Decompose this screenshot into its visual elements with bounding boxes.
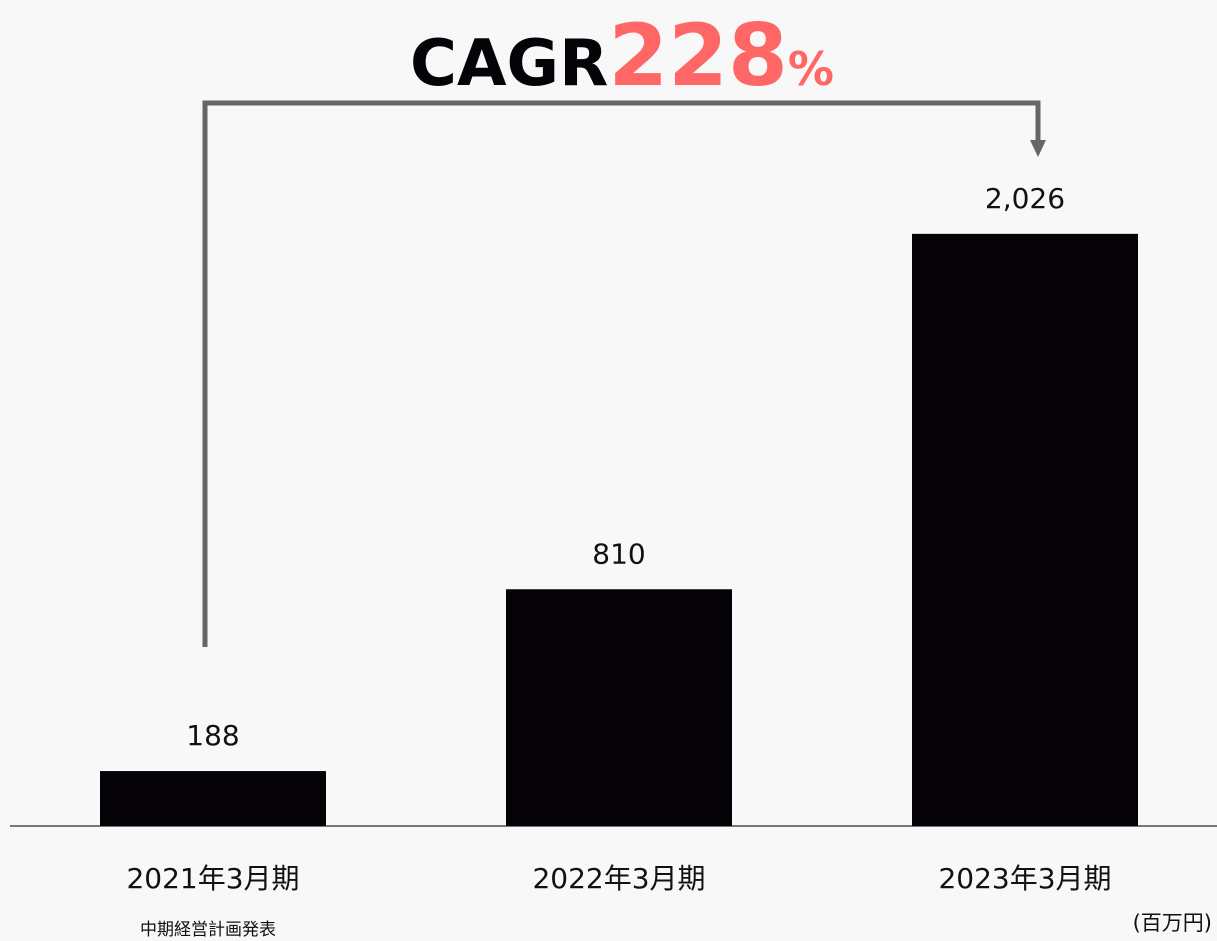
title-unit: % bbox=[788, 42, 834, 96]
cagr-arrowhead bbox=[1030, 140, 1046, 157]
cagr-bracket bbox=[202, 100, 1041, 647]
bar bbox=[506, 589, 732, 826]
bar bbox=[912, 233, 1138, 826]
chart-title: CAGR228% bbox=[410, 6, 834, 106]
x-tick-label: 2023年3月期 bbox=[938, 862, 1111, 895]
x-tick-label: 2022年3月期 bbox=[532, 862, 705, 895]
title-highlight: 228 bbox=[608, 6, 788, 106]
bar bbox=[100, 771, 326, 826]
value-label: 810 bbox=[592, 537, 645, 570]
unit-label: (百万円) bbox=[1133, 911, 1212, 935]
x-tick-label: 2021年3月期 bbox=[126, 862, 299, 895]
value-label: 188 bbox=[186, 719, 239, 752]
value-label: 2,026 bbox=[985, 182, 1065, 215]
note: 中期経営計画発表 bbox=[140, 920, 276, 940]
title-text: CAGR bbox=[410, 27, 608, 101]
